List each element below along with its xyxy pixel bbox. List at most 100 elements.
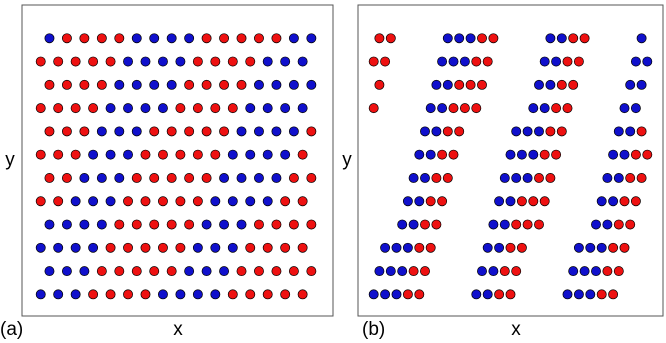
particle (288, 33, 299, 44)
particle (245, 242, 256, 253)
particle (505, 242, 516, 253)
particle (420, 173, 430, 183)
particle (551, 103, 562, 114)
particle (245, 196, 256, 207)
particle (254, 79, 264, 90)
particle (79, 126, 90, 137)
particle (437, 103, 448, 114)
particle (414, 149, 425, 160)
particle (175, 149, 186, 160)
particle (408, 219, 419, 230)
particle (562, 289, 573, 300)
particle (306, 126, 317, 137)
particle (602, 219, 613, 230)
particle (402, 242, 413, 253)
plot-frame (21, 4, 334, 317)
particle (192, 242, 203, 253)
particle (227, 56, 238, 67)
particle (79, 173, 90, 183)
particle (619, 149, 630, 160)
particle (44, 126, 55, 137)
particle (254, 173, 264, 183)
particle (149, 79, 160, 90)
particle (465, 33, 476, 44)
particle (511, 266, 522, 277)
particle (280, 196, 291, 207)
particle (431, 126, 442, 137)
particle (131, 219, 142, 230)
particle (494, 196, 505, 207)
particle (596, 242, 607, 253)
particle (184, 79, 195, 90)
particle (402, 196, 413, 207)
particle (619, 196, 630, 207)
particle (556, 33, 567, 44)
particle (184, 266, 195, 277)
particle (35, 103, 46, 114)
particle (608, 242, 619, 253)
particle (539, 103, 550, 114)
particle (280, 56, 291, 67)
particle (114, 219, 125, 230)
particle (271, 126, 282, 137)
particle (61, 79, 72, 90)
particle (539, 149, 550, 160)
particle (201, 219, 212, 230)
particle (70, 103, 81, 114)
particle (630, 149, 641, 160)
particle (96, 173, 107, 183)
particle (123, 289, 133, 300)
particle (420, 219, 430, 230)
particle (210, 149, 221, 160)
particle (568, 266, 579, 277)
particle (591, 219, 601, 230)
particle (79, 33, 90, 44)
particle (149, 173, 160, 183)
particle (219, 33, 230, 44)
particle (288, 126, 299, 137)
particle (625, 126, 636, 137)
panel-label: (b) (362, 319, 385, 340)
particle (88, 103, 99, 114)
particle (114, 126, 125, 137)
particle (123, 196, 133, 207)
particle (175, 103, 186, 114)
particle (96, 79, 107, 90)
particle (44, 33, 55, 44)
particle (596, 289, 607, 300)
particle (516, 242, 527, 253)
particle (166, 33, 177, 44)
particle (227, 196, 238, 207)
particle (105, 56, 116, 67)
particle (262, 56, 273, 67)
particle (245, 56, 256, 67)
particle (528, 149, 539, 160)
particle (149, 126, 160, 137)
particle (511, 219, 522, 230)
particle (114, 266, 125, 277)
particle (636, 126, 647, 137)
particle (157, 196, 168, 207)
particle (374, 33, 385, 44)
particle (271, 219, 282, 230)
particle (79, 79, 90, 90)
particle (175, 242, 186, 253)
particle (437, 56, 448, 67)
particle (105, 103, 116, 114)
particle (551, 149, 562, 160)
particle (105, 149, 116, 160)
particle (596, 196, 607, 207)
particle (201, 33, 212, 44)
particle (297, 196, 308, 207)
particle (149, 266, 160, 277)
particle (44, 266, 55, 277)
particle (288, 219, 299, 230)
particle (556, 79, 567, 90)
particle (166, 219, 177, 230)
particle (608, 289, 619, 300)
particle (114, 79, 125, 90)
particle (539, 196, 550, 207)
particle (210, 196, 221, 207)
particle (437, 196, 448, 207)
particle (494, 242, 505, 253)
